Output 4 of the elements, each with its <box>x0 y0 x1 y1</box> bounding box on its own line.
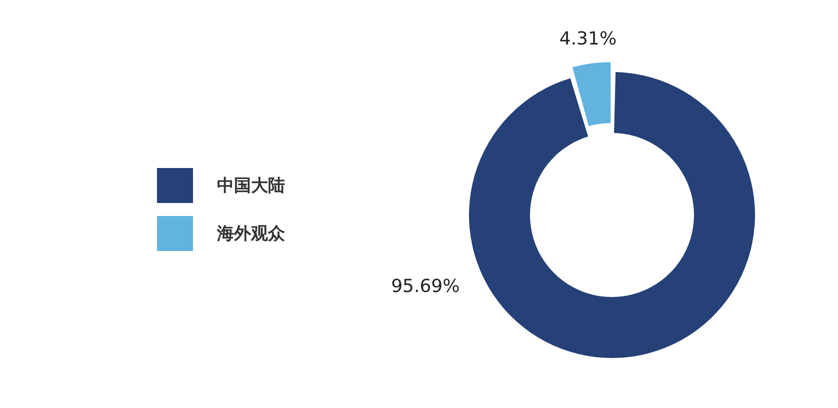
legend-label: 海外观众 <box>216 224 286 244</box>
data-label: 95.69% <box>391 276 460 297</box>
data-label: 4.31% <box>559 28 617 50</box>
legend-label: 中国大陆 <box>217 176 285 196</box>
